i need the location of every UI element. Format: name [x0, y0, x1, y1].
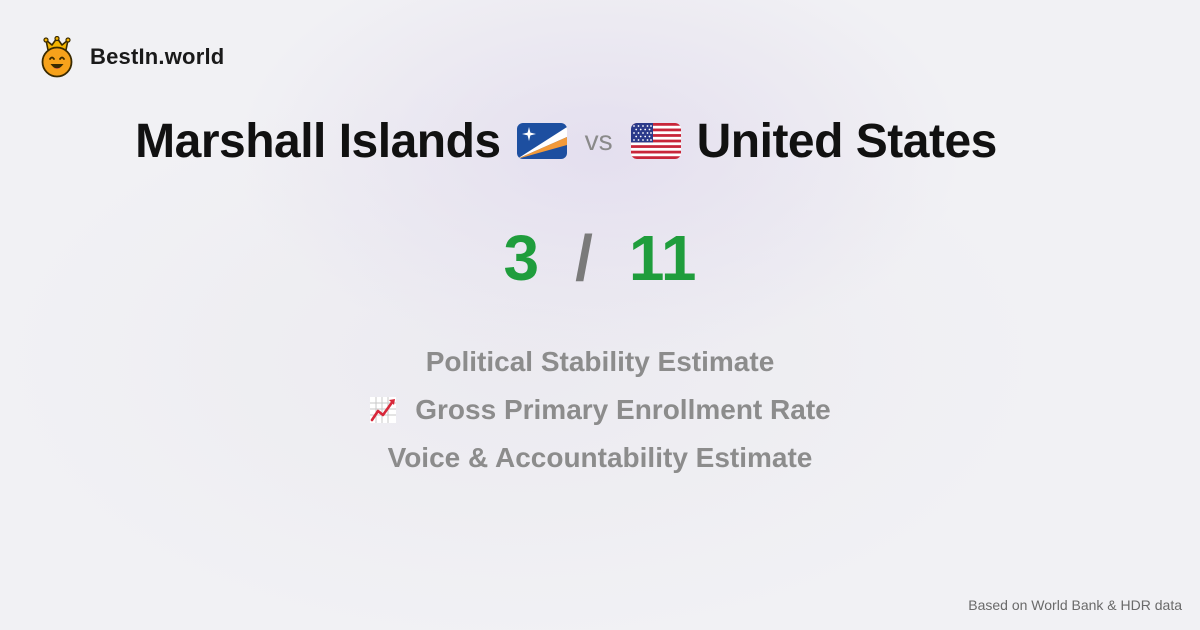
united-states-flag-icon: [630, 123, 681, 159]
metric-label: Voice & Accountability Estimate: [387, 442, 813, 473]
score-separator: /: [575, 222, 593, 294]
metric-political-stability: Political Stability Estimate: [426, 338, 775, 386]
left-score: 3: [503, 222, 540, 294]
vs-label: vs: [584, 125, 613, 156]
metric-gross-primary-enrollment: Gross Primary Enrollment Rate: [369, 386, 831, 434]
comparison-title: Marshall Islands vs Unit: [0, 110, 1132, 172]
right-score: 11: [628, 222, 697, 294]
data-source-footer: Based on World Bank & HDR data: [968, 597, 1182, 613]
score-display: 3 / 11: [0, 218, 1200, 298]
brand-name: BestIn.world: [90, 44, 225, 69]
smiling-crown-face-icon: [41, 36, 73, 78]
right-country-name: United States: [696, 114, 998, 168]
brand-header[interactable]: BestIn.world: [38, 36, 224, 78]
metric-label: Gross Primary Enrollment Rate: [415, 394, 831, 425]
metric-label: Political Stability Estimate: [425, 346, 775, 377]
chart-increasing-icon: [370, 397, 397, 423]
metric-voice-accountability: Voice & Accountability Estimate: [388, 434, 813, 482]
marshall-islands-flag-icon: [516, 123, 567, 159]
metrics-list: Political Stability Estimate Gross Prima…: [0, 338, 1200, 482]
left-country-name: Marshall Islands: [135, 114, 501, 168]
